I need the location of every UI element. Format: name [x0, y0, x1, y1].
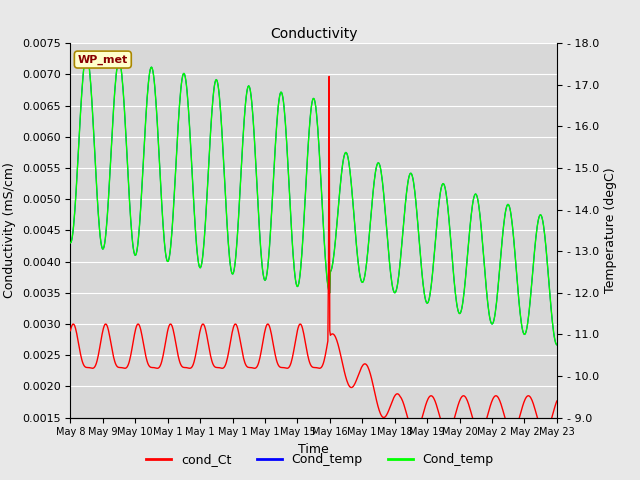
- Legend: cond_Ct, Cond_temp, Cond_temp: cond_Ct, Cond_temp, Cond_temp: [141, 448, 499, 471]
- Title: Conductivity: Conductivity: [270, 27, 357, 41]
- Y-axis label: Temperature (degC): Temperature (degC): [604, 168, 618, 293]
- Y-axis label: Conductivity (mS/cm): Conductivity (mS/cm): [3, 162, 17, 299]
- Text: WP_met: WP_met: [77, 54, 128, 65]
- X-axis label: Time: Time: [298, 443, 329, 456]
